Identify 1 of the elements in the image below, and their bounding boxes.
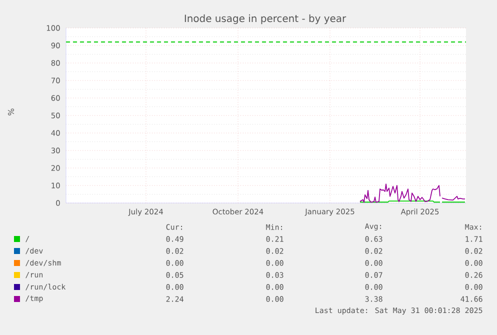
chart-title: Inode usage in percent - by year — [184, 14, 346, 24]
